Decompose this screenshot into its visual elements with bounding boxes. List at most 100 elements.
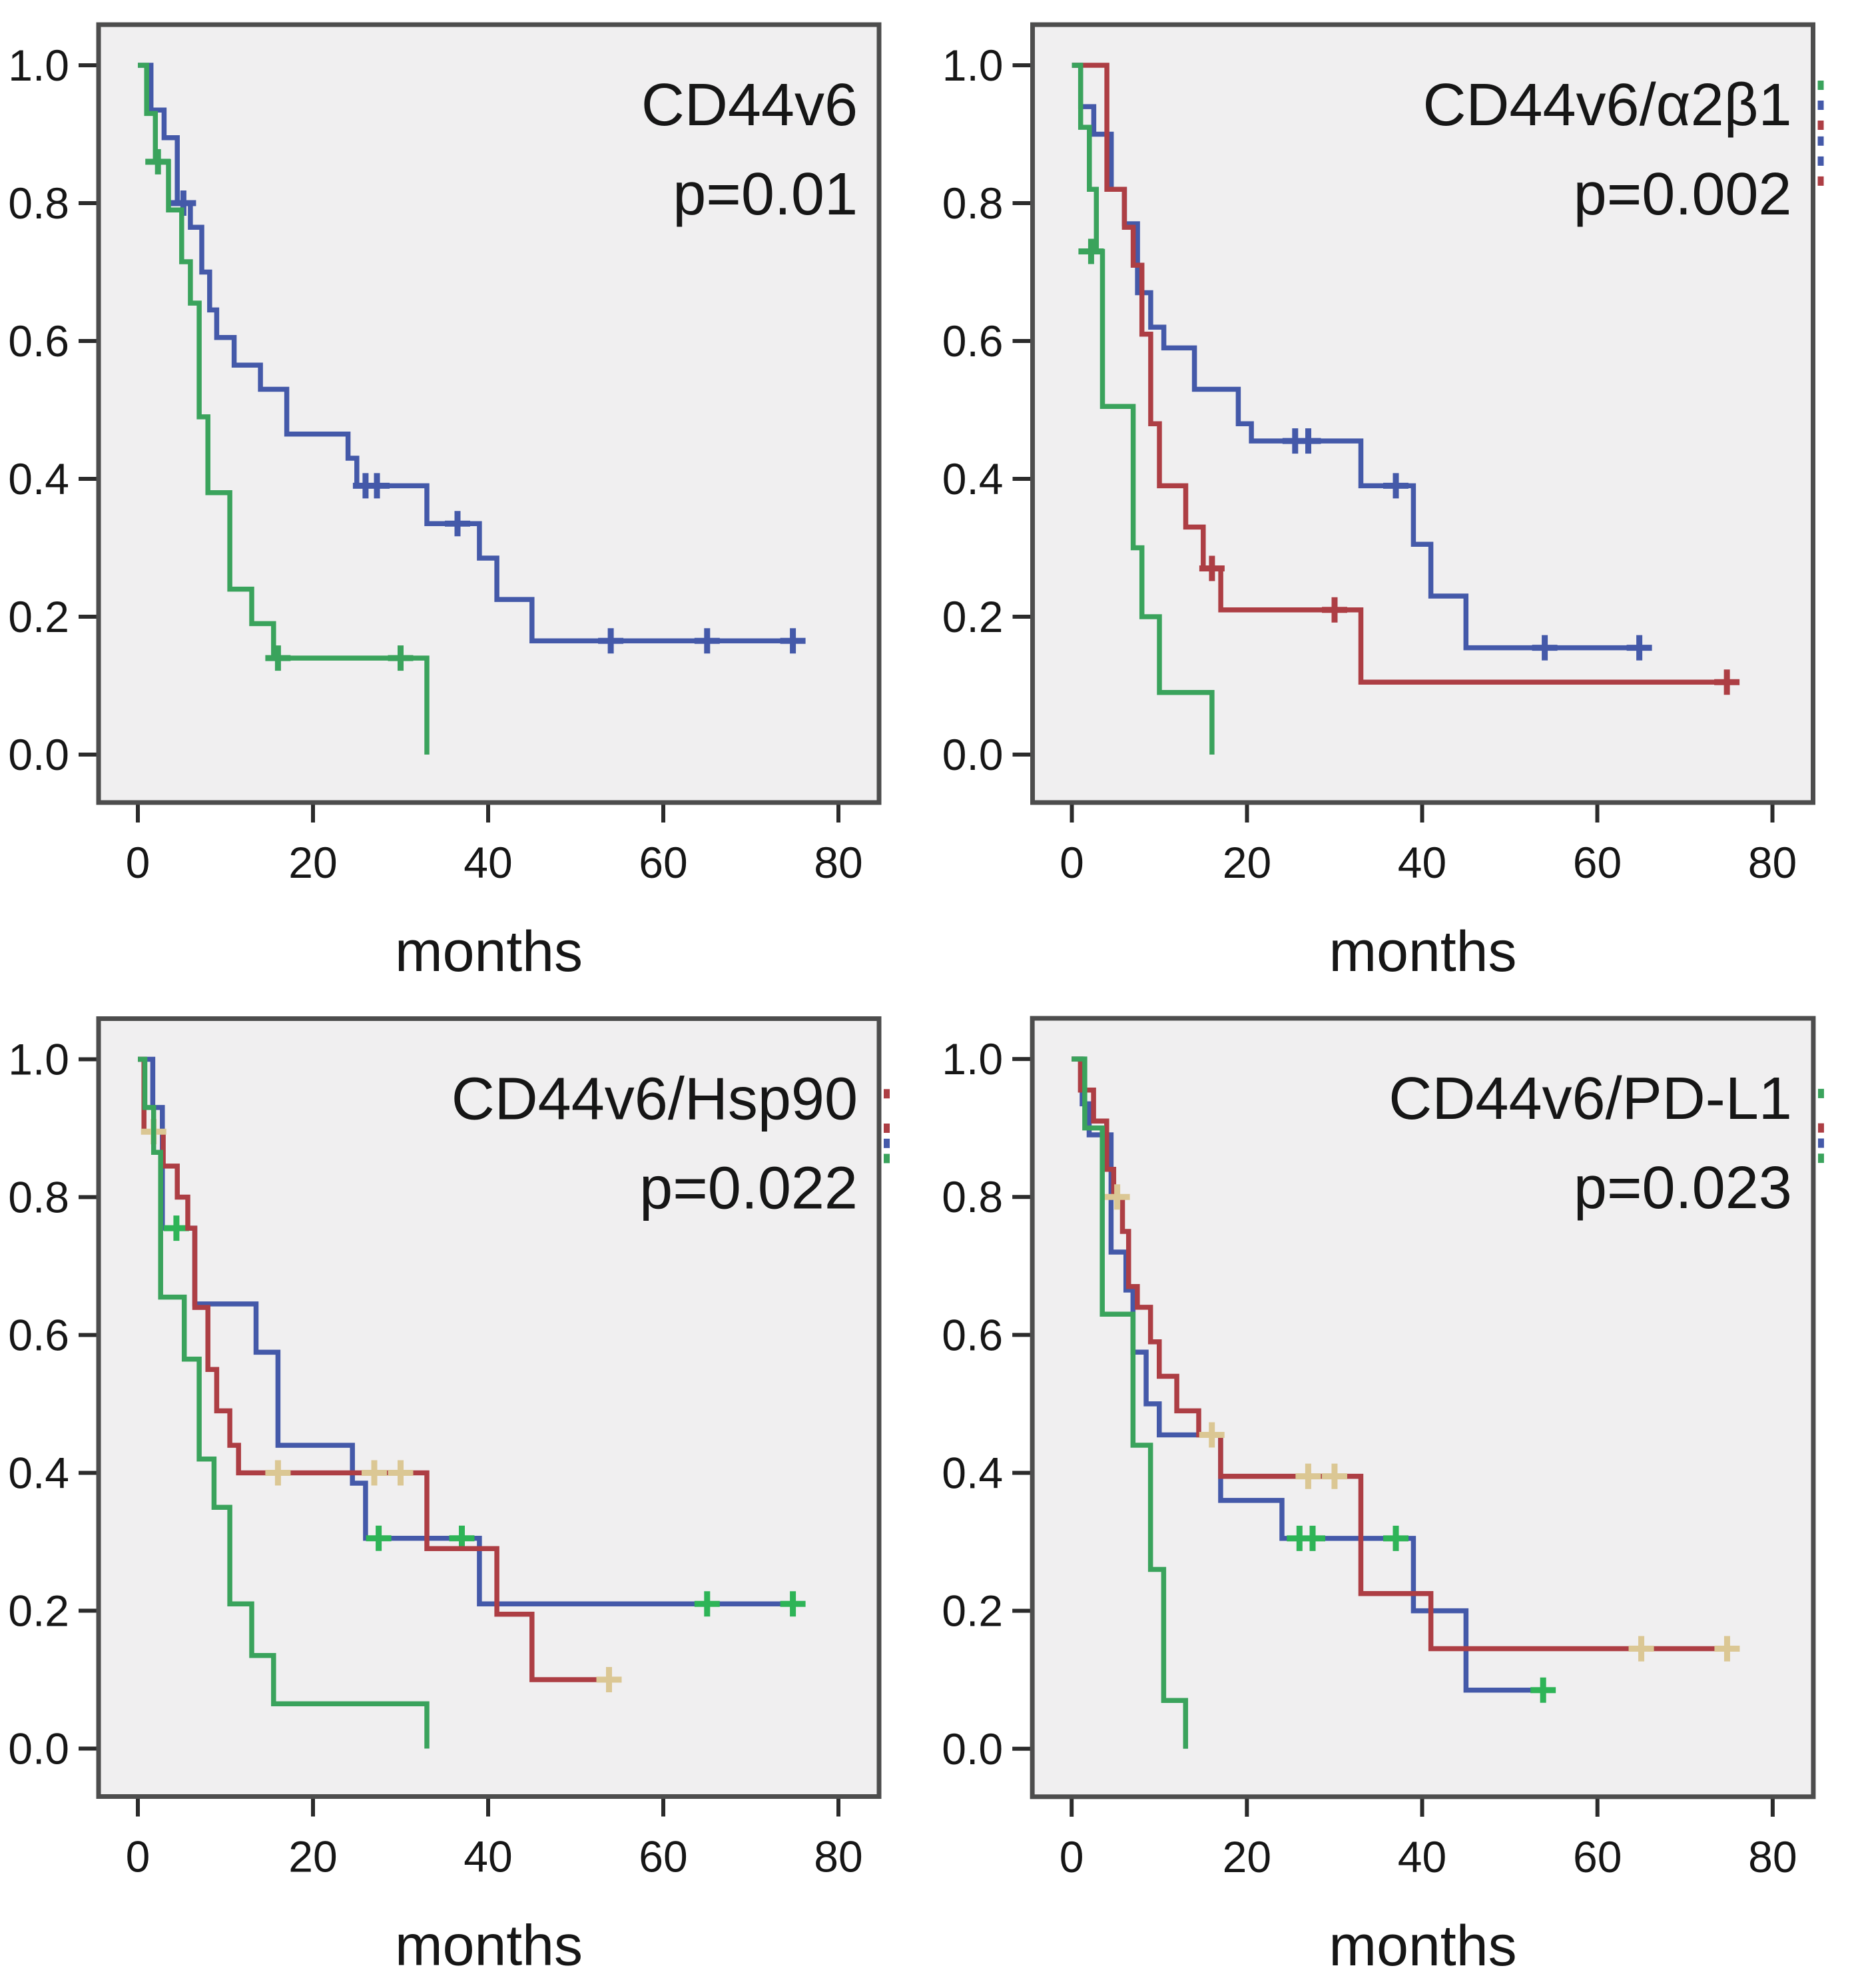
edge-artifact-mark bbox=[1817, 121, 1824, 130]
x-axis-tick-label: 0 bbox=[126, 1832, 151, 1881]
survival-curve-green-group bbox=[138, 1056, 430, 1749]
censor-marks-green-group bbox=[1078, 238, 1104, 264]
km-panel-cd44v6-a2b1: 0 20 40 60 80 0.0 0.2 0.4 0.6 0.8 1.0 CD44v6/α2β1 p=… bbox=[934, 0, 1868, 994]
edge-artifact-mark bbox=[1817, 136, 1824, 146]
plot-area bbox=[99, 25, 879, 803]
plot-area bbox=[1032, 25, 1813, 803]
x-axis-tick-label: 60 bbox=[1573, 838, 1622, 887]
y-axis-tick-label: 0.2 bbox=[942, 592, 1004, 641]
x-axis-title: months bbox=[1329, 1914, 1516, 1978]
y-axis-tick-label: 0.8 bbox=[8, 178, 69, 228]
edge-artifact-mark bbox=[884, 1138, 890, 1148]
edge-artifact-mark bbox=[884, 1124, 890, 1133]
y-axis-tick-label: 0.6 bbox=[8, 316, 69, 366]
plot-border bbox=[96, 1016, 882, 1799]
censor-marks-blue-group bbox=[163, 1215, 806, 1617]
censor-marks-red-group bbox=[1104, 1184, 1740, 1662]
survival-curve-green-group bbox=[1072, 1056, 1189, 1749]
x-axis-tick-label: 60 bbox=[639, 838, 687, 887]
x-axis-tick-label: 60 bbox=[1573, 1832, 1622, 1881]
panel-title: CD44v6/Hsp90 bbox=[452, 1066, 858, 1133]
y-axis-tick-label: 0.0 bbox=[8, 730, 69, 779]
survival-curve-red-group bbox=[1072, 63, 1729, 685]
x-axis-tick-label: 80 bbox=[1748, 838, 1797, 887]
x-axis-tick-label: 80 bbox=[814, 1832, 862, 1881]
p-value-label: p=0.022 bbox=[639, 1156, 858, 1222]
panel-title: CD44v6/PD-L1 bbox=[1389, 1065, 1792, 1132]
censor-marks-red-group bbox=[1199, 555, 1740, 695]
edge-artifact-mark bbox=[1817, 1088, 1824, 1098]
edge-artifact-mark bbox=[884, 1089, 890, 1099]
y-axis-tick-label: 0.2 bbox=[942, 1586, 1003, 1636]
edge-artifact-mark bbox=[1817, 1138, 1824, 1148]
y-axis-tick-label: 0.6 bbox=[8, 1311, 69, 1360]
km-chart-cd44v6-hsp90: 0 20 40 60 80 0.0 0.2 0.4 0.6 0.8 1.0 CD44v6/Hsp90 p… bbox=[8, 1016, 890, 1978]
y-axis-tick-label: 0.0 bbox=[942, 1724, 1003, 1774]
y-axis-tick-label: 0.8 bbox=[942, 178, 1004, 228]
x-axis-tick-label: 60 bbox=[639, 1832, 687, 1881]
x-axis-tick-label: 20 bbox=[288, 1832, 337, 1881]
x-axis-title: months bbox=[395, 920, 583, 984]
survival-curve-red-group bbox=[138, 1056, 611, 1682]
y-axis-tick-label: 0.4 bbox=[942, 1448, 1003, 1497]
plot-border bbox=[1030, 1016, 1816, 1800]
y-axis-tick-label: 0.4 bbox=[8, 1449, 69, 1498]
y-axis-tick-label: 0.6 bbox=[942, 316, 1004, 366]
x-axis-tick-label: 20 bbox=[288, 838, 337, 887]
x-axis-tick-label: 0 bbox=[1060, 838, 1084, 887]
km-panel-cd44v6: 0 20 40 60 80 0.0 0.2 0.4 0.6 0.8 1.0 CD44v6 p=0.01 m… bbox=[0, 0, 934, 994]
y-axis-tick-label: 0.4 bbox=[942, 454, 1004, 503]
y-axis-tick-label: 0.8 bbox=[942, 1172, 1003, 1221]
p-value-label: p=0.002 bbox=[1574, 161, 1792, 228]
x-axis-title: months bbox=[395, 1914, 583, 1978]
x-axis-tick-label: 40 bbox=[1398, 1832, 1446, 1881]
censor-marks-blue-group bbox=[1282, 428, 1652, 661]
y-axis-tick-label: 0.0 bbox=[942, 730, 1004, 779]
y-axis-tick-label: 0.2 bbox=[8, 1586, 69, 1636]
y-axis-tick-label: 1.0 bbox=[8, 41, 69, 90]
plot-area bbox=[99, 1018, 879, 1797]
x-axis-title: months bbox=[1329, 920, 1516, 984]
y-axis-tick-label: 1.0 bbox=[8, 1035, 69, 1084]
p-value-label: p=0.01 bbox=[673, 161, 858, 228]
y-axis-tick-label: 0.2 bbox=[8, 592, 69, 641]
panel-title: CD44v6 bbox=[641, 72, 858, 139]
survival-curve-green-group bbox=[1072, 63, 1215, 755]
survival-curve-green-group bbox=[138, 63, 430, 755]
censor-marks-blue-group bbox=[170, 190, 806, 654]
x-axis-tick-label: 80 bbox=[1748, 1832, 1797, 1881]
y-axis-tick-label: 0.0 bbox=[8, 1724, 69, 1774]
km-panel-cd44v6-pdl1: 0 20 40 60 80 0.0 0.2 0.4 0.6 0.8 1.0 CD44v6/PD-L1 p… bbox=[934, 994, 1868, 1988]
km-chart-cd44v6: 0 20 40 60 80 0.0 0.2 0.4 0.6 0.8 1.0 CD44v6 p=0.01 m… bbox=[8, 22, 882, 984]
x-axis-tick-label: 40 bbox=[464, 1832, 512, 1881]
y-axis-tick-label: 0.4 bbox=[8, 454, 69, 503]
edge-artifact-mark bbox=[1817, 101, 1824, 110]
edge-artifact-mark bbox=[1817, 81, 1824, 90]
plot-area bbox=[1032, 1018, 1813, 1797]
censor-marks-blue-group bbox=[1287, 1525, 1556, 1703]
x-axis-tick-label: 80 bbox=[814, 838, 862, 887]
x-axis-tick-label: 20 bbox=[1223, 1832, 1271, 1881]
plot-border bbox=[96, 22, 882, 805]
plot-border bbox=[1030, 22, 1815, 805]
edge-artifact-mark bbox=[1817, 1123, 1824, 1133]
edge-artifact-mark bbox=[1817, 176, 1824, 186]
survival-curve-blue-group bbox=[138, 63, 795, 643]
x-axis-tick-label: 20 bbox=[1223, 838, 1271, 887]
edge-artifact-mark bbox=[1817, 1154, 1824, 1163]
y-axis-tick-label: 0.8 bbox=[8, 1173, 69, 1222]
edge-artifact-mark bbox=[884, 1154, 890, 1163]
x-axis-tick-label: 0 bbox=[1060, 1832, 1084, 1881]
km-chart-cd44v6-a2b1: 0 20 40 60 80 0.0 0.2 0.4 0.6 0.8 1.0 CD44v6/α2β1 p=… bbox=[942, 22, 1824, 984]
x-axis-tick-label: 40 bbox=[464, 838, 512, 887]
panel-title: CD44v6/α2β1 bbox=[1422, 72, 1791, 139]
p-value-label: p=0.023 bbox=[1574, 1154, 1792, 1221]
survival-curve-red-group bbox=[1072, 1056, 1729, 1652]
censor-marks-green-group bbox=[145, 149, 414, 671]
y-axis-tick-label: 1.0 bbox=[942, 41, 1004, 90]
x-axis-tick-label: 0 bbox=[126, 838, 151, 887]
km-chart-cd44v6-pdl1: 0 20 40 60 80 0.0 0.2 0.4 0.6 0.8 1.0 CD44v6/PD-L1 p… bbox=[942, 1016, 1824, 1978]
edge-artifact-mark bbox=[1817, 156, 1824, 166]
y-axis-tick-label: 1.0 bbox=[942, 1034, 1003, 1084]
